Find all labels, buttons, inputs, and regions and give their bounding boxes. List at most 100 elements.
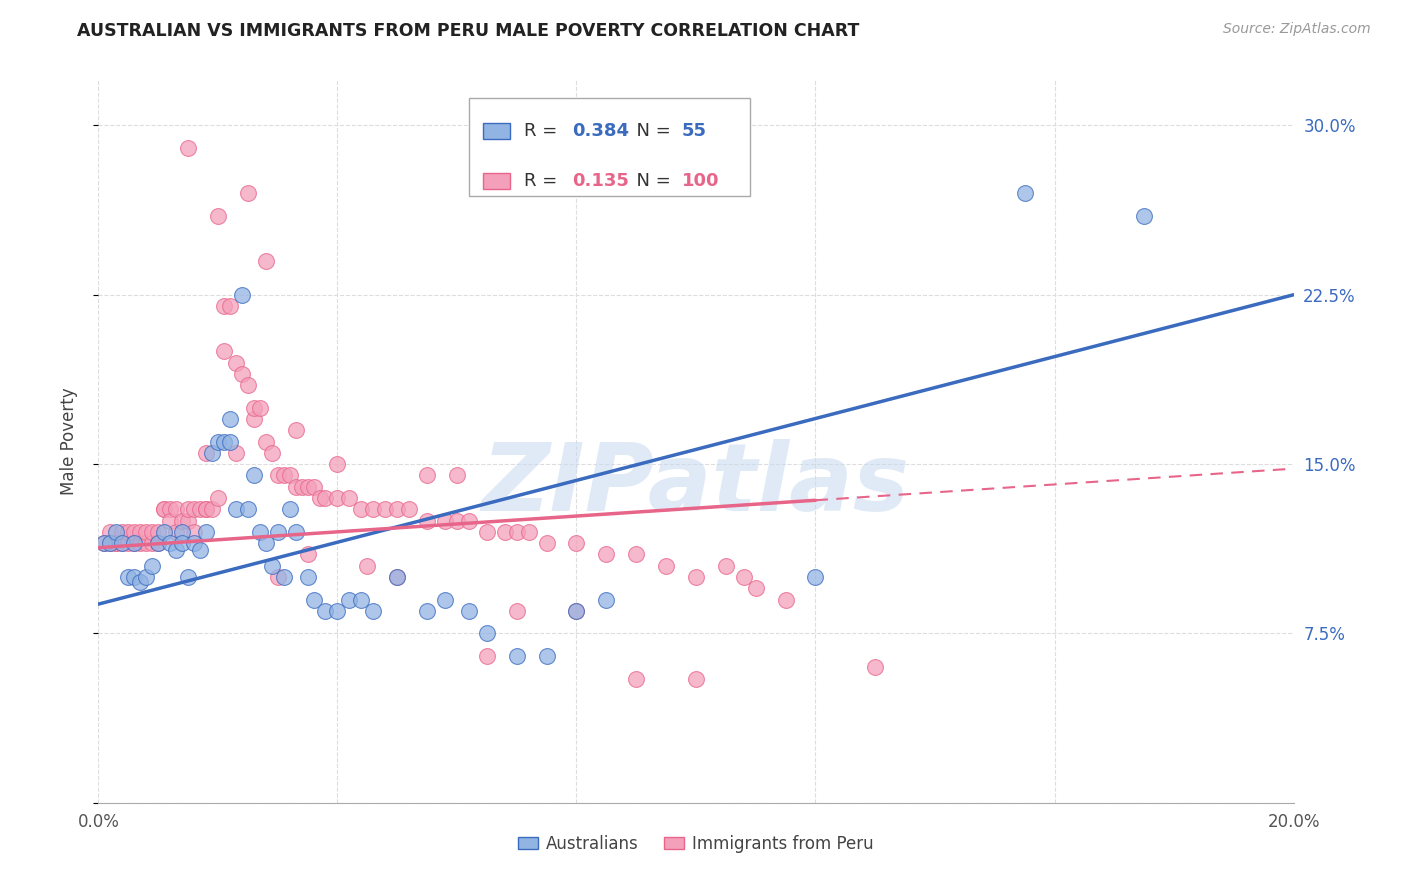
Point: [398, 502, 420, 516]
Point: [141, 524, 163, 539]
Point: [339, 491, 361, 505]
Point: [297, 480, 319, 494]
Point: [195, 446, 218, 460]
Point: [685, 672, 707, 686]
Point: [458, 604, 481, 618]
Point: [243, 468, 266, 483]
Point: [595, 592, 617, 607]
Point: [297, 548, 319, 562]
Point: [148, 536, 170, 550]
Text: R =: R =: [524, 122, 562, 140]
Point: [446, 514, 468, 528]
Point: [339, 592, 361, 607]
Point: [243, 412, 266, 426]
Point: [225, 355, 247, 369]
Point: [207, 209, 229, 223]
Point: [188, 542, 211, 557]
Point: [506, 524, 529, 539]
Point: [183, 524, 205, 539]
Point: [231, 367, 253, 381]
Point: [212, 299, 235, 313]
Point: [733, 570, 755, 584]
Text: N =: N =: [626, 122, 676, 140]
Point: [183, 536, 205, 550]
Point: [506, 604, 529, 618]
Point: [129, 574, 152, 589]
Point: [124, 536, 146, 550]
Point: [284, 423, 307, 437]
Point: [177, 514, 200, 528]
Point: [188, 502, 211, 516]
Point: [267, 570, 290, 584]
Point: [1014, 186, 1036, 201]
Point: [98, 524, 122, 539]
Text: AUSTRALIAN VS IMMIGRANTS FROM PERU MALE POVERTY CORRELATION CHART: AUSTRALIAN VS IMMIGRANTS FROM PERU MALE …: [77, 22, 859, 40]
Point: [111, 536, 134, 550]
Point: [249, 401, 271, 415]
Point: [714, 558, 737, 573]
Point: [475, 524, 498, 539]
Point: [865, 660, 887, 674]
Point: [254, 253, 277, 268]
Point: [141, 558, 163, 573]
Point: [446, 468, 468, 483]
Point: [385, 570, 409, 584]
Point: [159, 536, 181, 550]
Point: [326, 604, 349, 618]
Point: [267, 524, 290, 539]
Point: [172, 536, 194, 550]
Point: [685, 570, 707, 584]
Point: [374, 502, 396, 516]
Point: [165, 542, 187, 557]
Point: [416, 468, 439, 483]
Point: [195, 524, 218, 539]
Point: [98, 536, 122, 550]
Point: [195, 502, 218, 516]
Point: [458, 514, 481, 528]
Point: [291, 480, 314, 494]
Point: [565, 604, 588, 618]
Point: [153, 524, 176, 539]
Point: [135, 536, 157, 550]
Point: [302, 480, 325, 494]
Point: [565, 604, 588, 618]
Point: [219, 412, 242, 426]
Point: [153, 502, 176, 516]
Point: [124, 536, 146, 550]
Point: [278, 468, 301, 483]
Text: 0.384: 0.384: [572, 122, 628, 140]
Point: [326, 491, 349, 505]
Point: [177, 570, 200, 584]
Point: [315, 604, 337, 618]
Point: [148, 536, 170, 550]
Point: [207, 491, 229, 505]
Point: [536, 536, 558, 550]
Point: [129, 524, 152, 539]
Point: [93, 536, 115, 550]
Point: [212, 344, 235, 359]
Point: [475, 626, 498, 640]
Point: [804, 570, 827, 584]
Point: [236, 186, 259, 201]
Point: [350, 592, 373, 607]
Point: [565, 536, 588, 550]
Point: [148, 524, 170, 539]
Point: [141, 536, 163, 550]
Point: [745, 582, 768, 596]
Point: [302, 592, 325, 607]
Point: [129, 536, 152, 550]
Point: [105, 536, 128, 550]
Point: [172, 524, 194, 539]
Point: [363, 502, 385, 516]
Point: [284, 480, 307, 494]
Point: [434, 592, 457, 607]
Point: [254, 536, 277, 550]
Point: [356, 558, 378, 573]
Point: [626, 548, 648, 562]
Point: [111, 536, 134, 550]
Point: [165, 524, 187, 539]
Point: [655, 558, 678, 573]
Point: [105, 524, 128, 539]
Point: [416, 514, 439, 528]
Point: [416, 604, 439, 618]
